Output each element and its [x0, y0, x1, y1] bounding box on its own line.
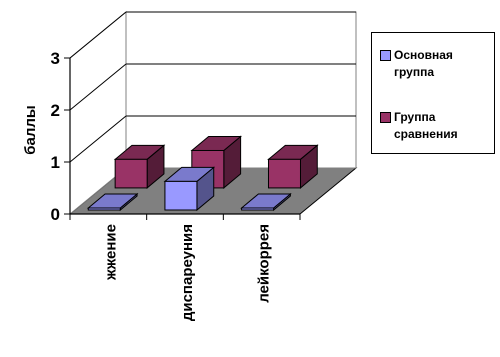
- gridline-side: [69, 63, 127, 111]
- bar: [163, 166, 216, 212]
- gridline-side: [69, 11, 127, 59]
- legend-swatch-main: [380, 50, 391, 61]
- legend-label-main: Основная группа: [394, 48, 453, 79]
- legend: Основная группа Группа сравнения: [371, 32, 495, 154]
- legend-item-comparison: Группа сравнения: [380, 109, 489, 143]
- x-tick-label: диспареуния: [179, 224, 196, 321]
- bar: [267, 144, 319, 189]
- bar: [86, 192, 139, 212]
- bar-front: [164, 180, 198, 211]
- legend-swatch-comparison: [380, 112, 391, 123]
- bar: [240, 192, 292, 212]
- bar-front: [114, 158, 148, 189]
- y-tick-label: 1: [51, 153, 60, 172]
- bar-front: [241, 207, 275, 211]
- x-tick-labels: жжение диспареуния лейкоррея: [102, 224, 272, 321]
- y-tick-label: 3: [51, 49, 60, 68]
- bar-front: [87, 207, 121, 211]
- chart-walls: [68, 10, 358, 216]
- bars: [86, 135, 319, 212]
- x-tick-label: лейкоррея: [256, 224, 273, 303]
- legend-label-comparison: Группа сравнения: [394, 110, 458, 141]
- legend-item-main: Основная группа: [380, 47, 489, 81]
- bar-front: [267, 158, 301, 189]
- gridline-side: [69, 115, 127, 163]
- x-tick-label: жжение: [102, 224, 119, 281]
- bar: [113, 144, 166, 189]
- axes: [64, 57, 301, 220]
- y-tick-label: 2: [51, 101, 60, 120]
- y-axis-label: баллы: [22, 105, 39, 154]
- y-tick-labels: 0 1 2 3: [51, 49, 60, 224]
- y-tick-label: 0: [51, 205, 60, 224]
- gridlines: [69, 11, 356, 163]
